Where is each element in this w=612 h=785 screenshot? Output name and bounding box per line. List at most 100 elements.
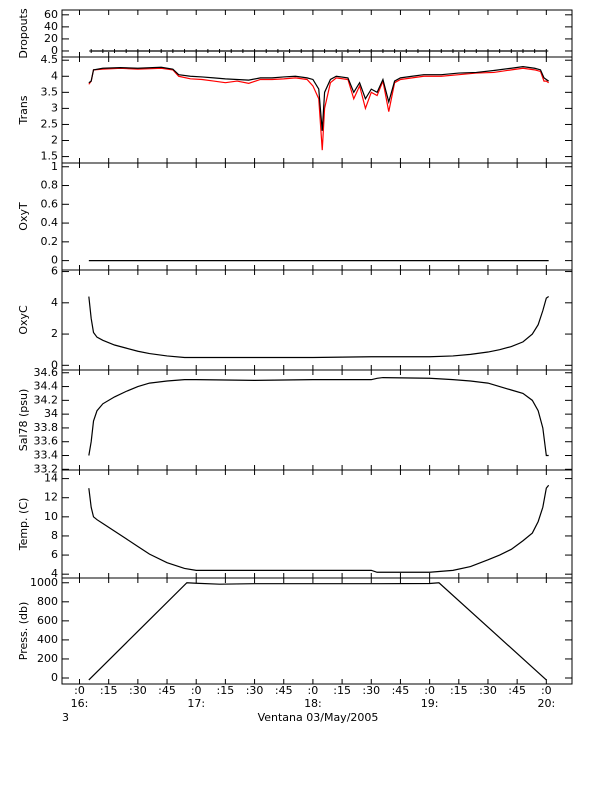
- marker: [462, 48, 467, 53]
- y-tick-label: 0.6: [41, 197, 59, 210]
- marker: [345, 48, 350, 53]
- marker: [299, 48, 304, 53]
- y-tick-label: 1000: [30, 576, 58, 589]
- y-tick-label: 14: [44, 472, 58, 485]
- data-line: [88, 376, 549, 457]
- x-tick-label: :0: [308, 684, 319, 697]
- marker: [100, 48, 105, 53]
- x-tick-label: :0: [424, 684, 435, 697]
- marker: [124, 48, 129, 53]
- marker: [520, 48, 525, 53]
- marker: [135, 48, 140, 53]
- panel-frame: [61, 577, 573, 685]
- marker: [217, 48, 222, 53]
- data-line: [88, 296, 549, 359]
- y-axis-label: Trans: [17, 95, 30, 125]
- marker: [497, 48, 502, 53]
- x-tick-label: :30: [479, 684, 497, 697]
- marker: [427, 48, 432, 53]
- y-tick-label: 60: [44, 8, 58, 21]
- marker: [89, 48, 94, 53]
- y-tick-label: 20: [44, 32, 58, 45]
- marker: [170, 48, 175, 53]
- y-tick-label: 6: [51, 265, 58, 278]
- marker: [112, 48, 117, 53]
- x-tick-label: :0: [541, 684, 552, 697]
- marker: [287, 48, 292, 53]
- y-tick-label: 34: [44, 407, 58, 420]
- y-tick-label: 33.2: [34, 462, 59, 475]
- marker: [439, 48, 444, 53]
- y-tick-label: 2: [51, 327, 58, 340]
- y-tick-label: 34.4: [34, 380, 59, 393]
- x-tick-label: :30: [246, 684, 264, 697]
- panel-frame: [61, 469, 573, 579]
- data-line: [88, 66, 550, 131]
- data-line: [88, 582, 547, 681]
- marker: [159, 48, 164, 53]
- y-tick-label: 3: [51, 101, 58, 114]
- marker: [252, 48, 257, 53]
- y-tick-label: 0: [51, 254, 58, 267]
- marker: [310, 48, 315, 53]
- marker: [205, 48, 210, 53]
- y-tick-label: 6: [51, 548, 58, 561]
- marker: [532, 48, 537, 53]
- marker: [544, 48, 549, 53]
- y-tick-label: 1: [51, 160, 58, 173]
- marker: [474, 48, 479, 53]
- x-tick-label: :15: [217, 684, 235, 697]
- y-tick-label: 3.5: [41, 85, 59, 98]
- panel-frame: [61, 9, 573, 58]
- y-tick-label: 4: [51, 567, 58, 580]
- y-tick-label: 2: [51, 134, 58, 147]
- x-tick-label: :15: [100, 684, 118, 697]
- marker: [415, 48, 420, 53]
- marker: [147, 48, 152, 53]
- y-tick-label: 0: [51, 44, 58, 57]
- x-tick-label: :0: [191, 684, 202, 697]
- x-tick-label: :30: [129, 684, 147, 697]
- x-hour-label: 18:: [304, 697, 322, 710]
- marker: [275, 48, 280, 53]
- y-tick-label: 4: [51, 69, 58, 82]
- y-tick-label: 33.8: [34, 421, 59, 434]
- x-hour-label: 16:: [71, 697, 89, 710]
- y-axis-label: OxyC: [17, 305, 30, 335]
- marker: [240, 48, 245, 53]
- x-hour-label: 19:: [421, 697, 439, 710]
- x-tick-label: :45: [158, 684, 176, 697]
- y-tick-label: 1.5: [41, 150, 59, 163]
- marker: [450, 48, 455, 53]
- marker: [264, 48, 269, 53]
- y-tick-label: 40: [44, 20, 58, 33]
- y-tick-label: 200: [37, 652, 58, 665]
- y-tick-label: 34.2: [34, 393, 59, 406]
- y-tick-label: 0.8: [41, 179, 59, 192]
- data-line: [88, 67, 550, 151]
- y-axis-label: Temp. (C): [17, 498, 30, 552]
- x-hour-label: 20:: [537, 697, 555, 710]
- x-tick-label: :45: [392, 684, 410, 697]
- x-tick-label: :45: [275, 684, 293, 697]
- x-axis-label: Ventana 03/May/2005: [258, 711, 379, 724]
- x-tick-label: :15: [450, 684, 468, 697]
- y-axis-label: Press. (db): [17, 602, 30, 661]
- marker: [485, 48, 490, 53]
- panel-frame: [61, 56, 573, 164]
- y-tick-label: 12: [44, 491, 58, 504]
- marker: [322, 48, 327, 53]
- panel-frame: [61, 162, 573, 271]
- marker: [194, 48, 199, 53]
- marker: [357, 48, 362, 53]
- y-tick-label: 34.6: [34, 366, 59, 379]
- y-axis-label: OxyT: [17, 202, 30, 231]
- corner-text: 3: [62, 711, 69, 724]
- y-tick-label: 800: [37, 595, 58, 608]
- y-tick-label: 0.2: [41, 235, 59, 248]
- data-line: [88, 484, 550, 573]
- y-axis-label: Dropouts: [17, 8, 30, 58]
- y-tick-label: 33.4: [34, 449, 59, 462]
- marker: [509, 48, 514, 53]
